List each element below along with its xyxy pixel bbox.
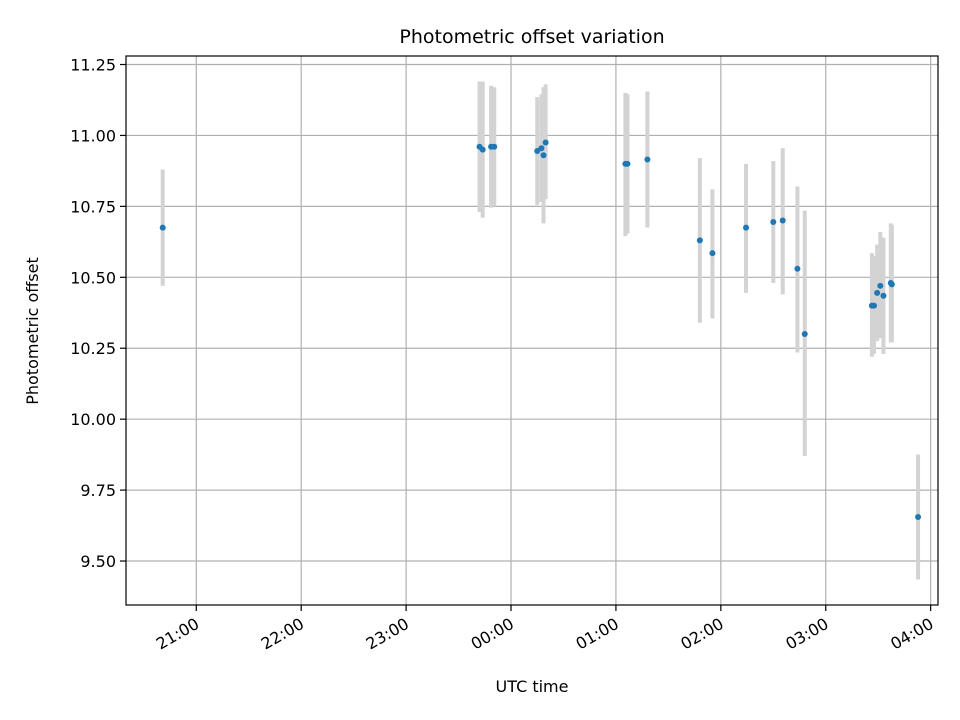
data-points [159, 139, 922, 521]
x-axis-label: UTC time [496, 677, 569, 696]
data-point [534, 148, 541, 155]
y-tick-label: 11.25 [70, 56, 116, 75]
data-point [779, 217, 786, 224]
data-point [874, 289, 881, 296]
x-tick-label: 04:00 [887, 614, 936, 654]
data-point [491, 143, 498, 150]
data-point [877, 282, 884, 289]
data-point [871, 302, 878, 309]
data-point [915, 514, 922, 521]
data-point [743, 224, 750, 231]
data-point [794, 265, 801, 272]
x-tick-label: 21:00 [153, 614, 202, 654]
x-tick-label: 02:00 [677, 614, 726, 654]
errorbars [160, 81, 921, 580]
x-tick-label: 22:00 [258, 614, 307, 654]
y-tick-label: 10.25 [70, 339, 116, 358]
data-point [624, 160, 631, 167]
y-tick-label: 10.50 [70, 268, 116, 287]
data-point [540, 152, 547, 159]
y-tick-label: 9.75 [80, 481, 116, 500]
grid [126, 56, 938, 605]
x-tick-label: 00:00 [468, 614, 517, 654]
data-point [709, 250, 716, 257]
data-point [538, 145, 545, 152]
y-tick-label: 11.00 [70, 126, 116, 145]
data-point [880, 292, 887, 299]
x-tick-label: 23:00 [363, 614, 412, 654]
data-point [770, 218, 777, 225]
data-point [542, 139, 549, 146]
data-point [159, 224, 166, 231]
x-tick-label: 03:00 [782, 614, 831, 654]
data-point [644, 156, 651, 163]
x-axis-ticks: 21:00 22:00 23:00 00:00 01:00 02:00 03:00 04:00 [153, 605, 937, 654]
data-point [801, 331, 808, 338]
data-point [479, 146, 486, 153]
y-axis-ticks: 9.50 9.75 10.00 10.25 10.50 10.75 11.00 11.25 [70, 56, 126, 571]
data-point [696, 237, 703, 244]
y-tick-label: 9.50 [80, 552, 116, 571]
x-tick-label: 01:00 [572, 614, 621, 654]
y-axis-label: Photometric offset [23, 257, 42, 405]
data-point [888, 281, 895, 288]
plot-frame [125, 55, 939, 606]
chart-title: Photometric offset variation [399, 26, 664, 48]
y-tick-label: 10.75 [70, 197, 116, 216]
y-tick-label: 10.00 [70, 410, 116, 429]
